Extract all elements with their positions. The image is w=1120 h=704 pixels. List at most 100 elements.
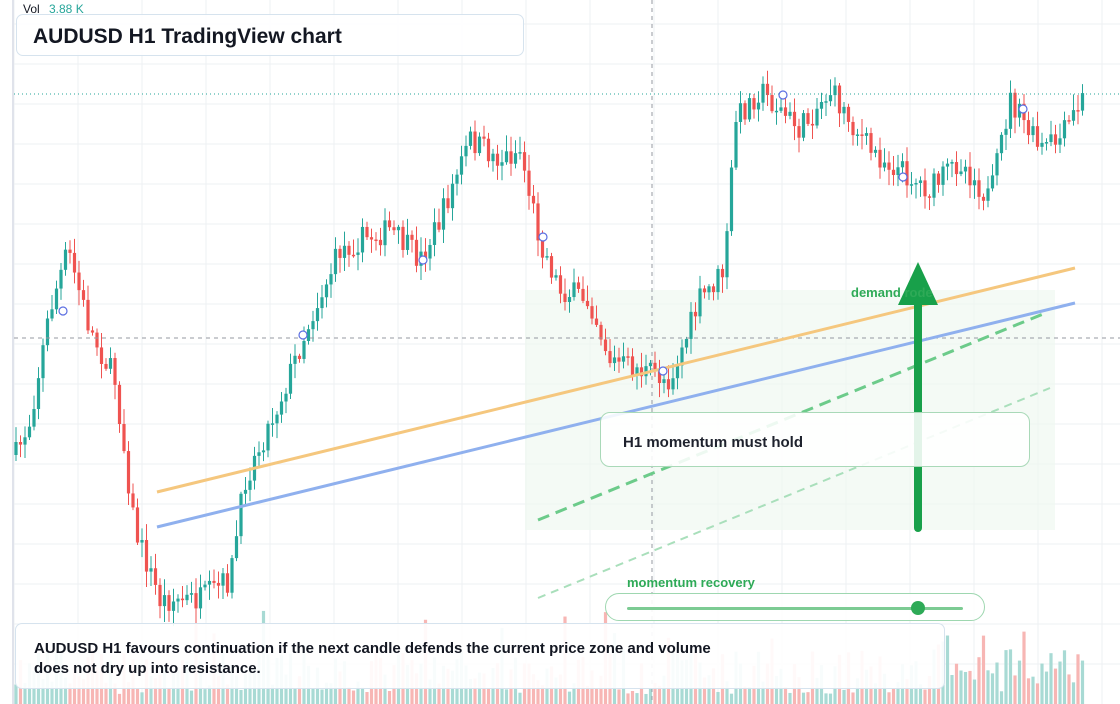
candle-body: [144, 539, 149, 572]
volume-value: 3.88 K: [49, 2, 84, 16]
volume-bar: [536, 680, 540, 704]
volume-bar: [360, 687, 365, 704]
candle-body: [680, 347, 684, 366]
volume-bar: [657, 685, 662, 704]
candle-body: [167, 595, 171, 611]
candle-body: [711, 286, 716, 293]
candle-body: [113, 358, 117, 385]
candle-body: [855, 134, 860, 136]
candle-body: [468, 131, 473, 146]
volume-bar: [873, 683, 878, 704]
candle-body: [617, 357, 621, 362]
candle-body: [729, 167, 734, 232]
candle-body: [635, 367, 639, 376]
volume-bar: [104, 682, 108, 704]
candle-body: [558, 275, 563, 294]
candle-body: [549, 256, 554, 278]
candle-body: [653, 362, 657, 372]
chart-title: AUDUSD H1 TradingView chart: [33, 25, 342, 48]
volume-bar: [572, 683, 576, 704]
volume-bar: [747, 687, 752, 704]
candle-body: [212, 580, 216, 583]
candle-body: [923, 180, 927, 197]
candle-body: [45, 318, 50, 346]
volume-bar: [293, 688, 297, 704]
candle-body: [32, 408, 36, 427]
volume-bar: [468, 678, 473, 704]
volume-bar: [558, 674, 563, 704]
candle-body: [671, 378, 675, 390]
candle-body: [626, 356, 630, 358]
candle-body: [86, 299, 90, 331]
candle-body: [1058, 138, 1062, 145]
candle-body: [621, 356, 626, 362]
candle-body: [563, 293, 567, 303]
candle-body: [504, 151, 509, 163]
volume-bar: [887, 692, 891, 704]
event-marker-icon: [778, 90, 788, 100]
volume-label: Vol: [23, 2, 40, 16]
candle-body: [198, 587, 203, 609]
candle-body: [734, 121, 738, 168]
candle-body: [131, 493, 135, 508]
volume-bar: [1040, 663, 1044, 704]
candle-body: [500, 162, 504, 166]
candle-body: [41, 345, 45, 379]
candle-body: [783, 107, 788, 116]
candle-body: [1049, 134, 1053, 143]
momentum-recovery-slider[interactable]: [605, 593, 985, 621]
candle-body: [455, 174, 459, 184]
candle-body: [203, 584, 207, 588]
candle-body: [189, 593, 194, 595]
slider-track[interactable]: [627, 607, 963, 610]
candle-body: [356, 252, 360, 255]
candle-body: [657, 371, 662, 384]
volume-bar: [981, 635, 986, 704]
candle-body: [149, 568, 153, 572]
candle-body: [14, 442, 18, 455]
candle-body: [738, 103, 743, 122]
volume-bar: [801, 692, 806, 704]
candle-body: [410, 234, 414, 240]
candle-body: [828, 95, 833, 102]
candle-body: [941, 166, 945, 185]
volume-bar: [1071, 682, 1076, 704]
candle-body: [540, 240, 545, 258]
candle-body: [446, 198, 450, 209]
candle-body: [396, 226, 401, 231]
volume-bar: [437, 683, 441, 704]
candle-body: [630, 356, 635, 376]
candle-body: [599, 324, 603, 340]
volume-bar: [68, 683, 72, 704]
volume-bar: [504, 689, 509, 704]
candle-body: [554, 275, 558, 278]
candle-body: [342, 245, 347, 258]
candle-body: [369, 237, 374, 240]
candle-body: [986, 188, 990, 201]
volume-bar: [815, 677, 819, 704]
volume-bar: [311, 688, 315, 704]
candle-body: [270, 423, 275, 425]
candle-body: [122, 424, 126, 452]
candle-body: [162, 595, 167, 607]
volume-bar: [707, 675, 711, 704]
volume-bar: [594, 688, 599, 704]
volume-bar: [41, 679, 45, 704]
candle-body: [1080, 93, 1085, 111]
volume-bar: [135, 689, 140, 704]
candle-body: [806, 113, 810, 124]
candle-body: [1008, 92, 1013, 129]
slider-thumb[interactable]: [911, 601, 925, 615]
candle-body: [896, 167, 900, 176]
candle-body: [180, 598, 185, 601]
momentum-callout[interactable]: H1 momentum must hold: [600, 412, 1030, 467]
candle-body: [842, 106, 846, 114]
volume-bar: [824, 693, 828, 704]
volume-bar: [977, 657, 981, 704]
candle-body: [68, 249, 72, 253]
candle-body: [999, 134, 1004, 154]
candle-body: [819, 101, 824, 109]
volume-bar: [797, 677, 801, 704]
volume-bar: [554, 677, 558, 704]
